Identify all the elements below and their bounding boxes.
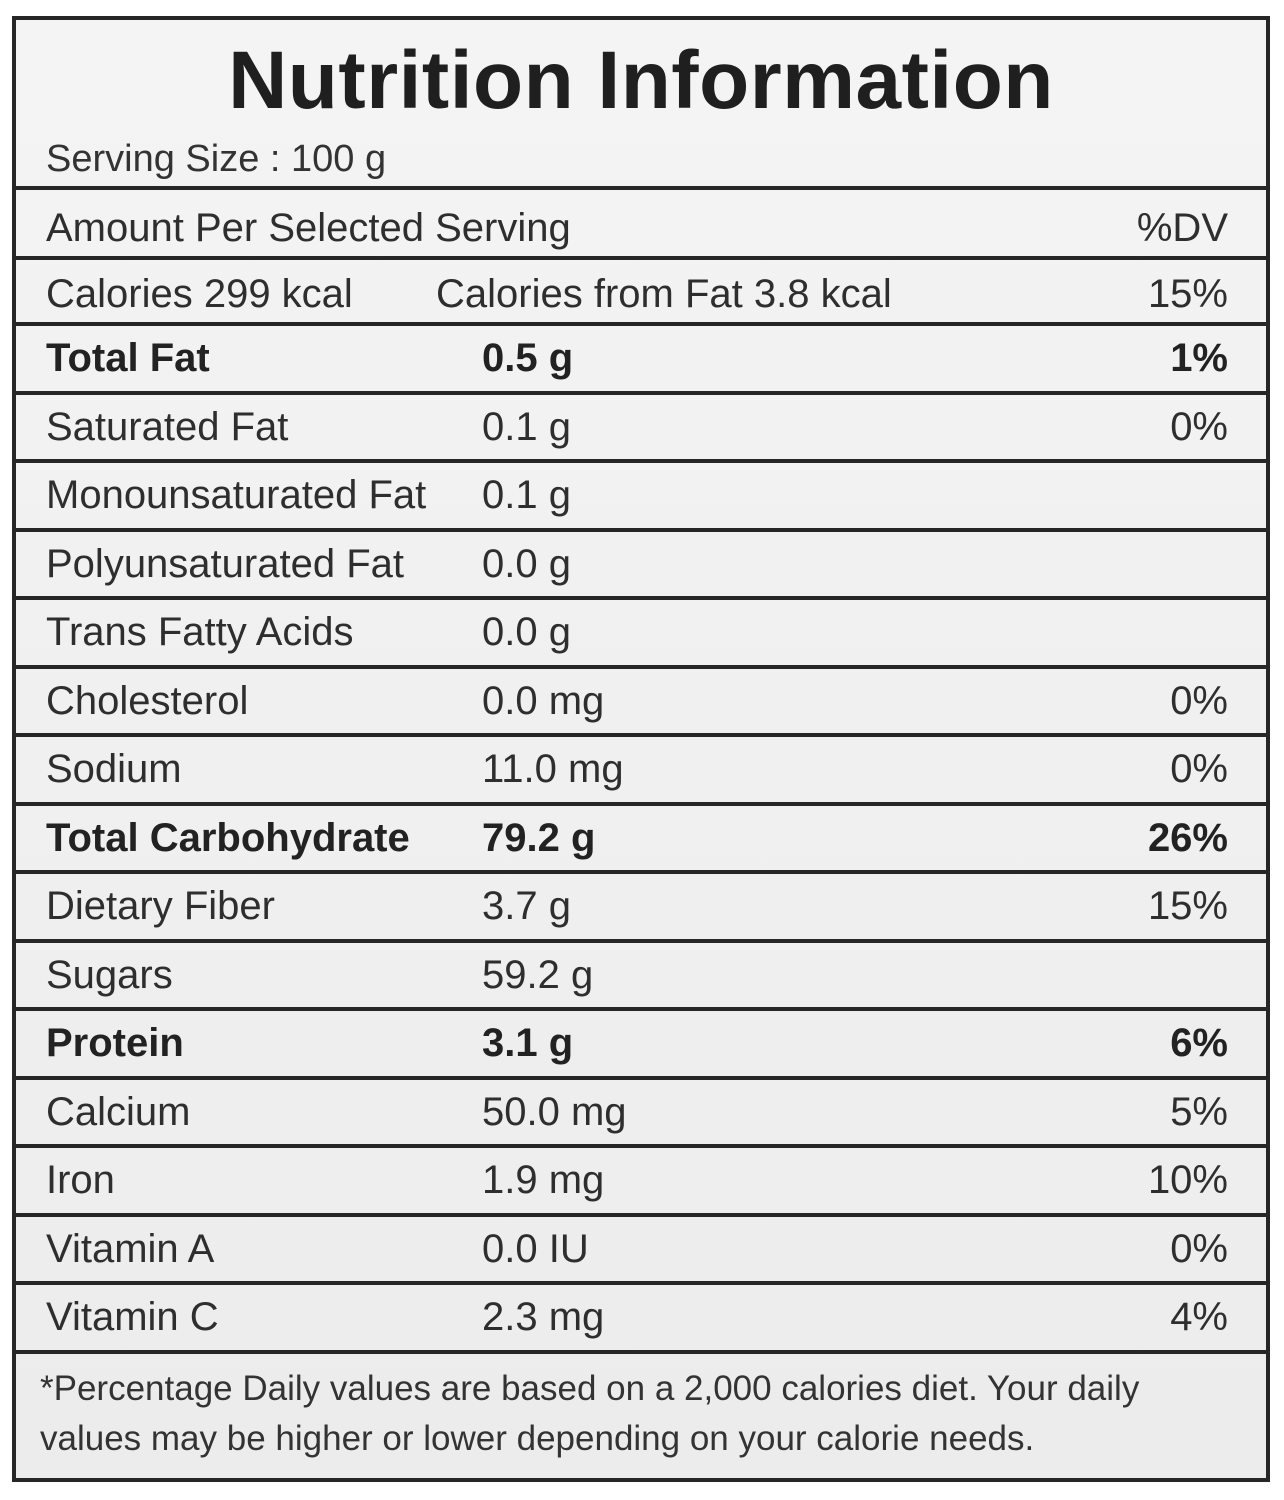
divider (16, 938, 1266, 943)
nutrient-dv: 1% (1170, 336, 1228, 380)
nutrient-name: Polyunsaturated Fat (46, 541, 404, 586)
nutrient-name: Trans Fatty Acids (46, 610, 354, 654)
nutrient-amount: 11.0 mg (482, 747, 624, 791)
nutrient-amount: 3.7 g (482, 884, 571, 928)
nutrient-amount: 0.1 g (482, 404, 571, 449)
nutrient-dv: 6% (1170, 1021, 1228, 1065)
divider (16, 1212, 1266, 1217)
nutrient-amount: 2.3 mg (482, 1295, 605, 1339)
calories-from-fat: Calories from Fat 3.8 kcal (436, 272, 892, 316)
nutrient-dv: 5% (1170, 1089, 1228, 1134)
nutrient-name: Protein (46, 1021, 184, 1065)
nutrient-dv: 10% (1147, 1158, 1228, 1202)
calories-dv: 15% (1147, 272, 1228, 316)
nutrient-dv: 15% (1147, 884, 1228, 928)
amount-per-serving-label: Amount Per Selected Serving (46, 206, 571, 250)
nutrient-dv: 0% (1170, 678, 1228, 723)
nutrient-amount: 3.1 g (482, 1021, 574, 1065)
divider (16, 1007, 1266, 1011)
nutrient-dv: 26% (1147, 815, 1228, 860)
divider (16, 1144, 1266, 1148)
nutrient-name: Sugars (46, 952, 173, 997)
divider (16, 870, 1266, 874)
nutrient-name: Saturated Fat (46, 404, 289, 449)
divider (16, 1281, 1266, 1285)
nutrient-amount: 1.9 mg (482, 1158, 605, 1202)
nutrient-name: Dietary Fiber (46, 884, 275, 928)
calories-label: Calories 299 kcal (46, 272, 353, 316)
nutrient-amount: 59.2 g (482, 952, 594, 997)
nutrient-name: Calcium (46, 1089, 191, 1134)
nutrient-name: Total Fat (46, 336, 210, 380)
footnote: *Percentage Daily values are based on a … (40, 1369, 1140, 1458)
dv-header: %DV (1136, 206, 1228, 250)
nutrient-name: Cholesterol (46, 678, 249, 723)
nutrient-amount: 50.0 mg (482, 1089, 627, 1134)
nutrient-name: Iron (46, 1158, 115, 1202)
nutrient-name: Monounsaturated Fat (46, 473, 427, 517)
divider (16, 664, 1266, 669)
nutrient-name: Vitamin A (46, 1226, 215, 1271)
nutrient-name: Vitamin C (46, 1295, 219, 1339)
divider (16, 390, 1266, 395)
nutrient-amount: 0.0 mg (482, 678, 605, 723)
divider (16, 527, 1266, 532)
nutrient-name: Sodium (46, 747, 182, 791)
nutrient-dv: 0% (1170, 404, 1228, 449)
divider (16, 322, 1266, 326)
nutrient-amount: 0.0 g (482, 610, 571, 654)
divider (16, 459, 1266, 463)
nutrient-name: Total Carbohydrate (46, 815, 410, 860)
nutrition-label: Nutrition Information Serving Size : 100… (12, 16, 1270, 1482)
divider (16, 733, 1266, 737)
nutrient-amount: 79.2 g (482, 815, 596, 860)
divider (16, 596, 1266, 600)
divider (16, 1075, 1266, 1080)
divider (16, 256, 1266, 260)
label-title: Nutrition Information (228, 35, 1054, 126)
nutrient-amount: 0.0 IU (482, 1226, 589, 1271)
nutrient-dv: 4% (1170, 1295, 1228, 1339)
nutrient-dv: 0% (1170, 1226, 1228, 1271)
divider (16, 801, 1266, 806)
nutrient-amount: 0.1 g (482, 473, 571, 517)
nutrient-dv: 0% (1170, 747, 1228, 791)
divider (16, 186, 1266, 190)
nutrient-amount: 0.0 g (482, 541, 571, 586)
nutrient-amount: 0.5 g (482, 336, 574, 380)
divider (16, 1350, 1266, 1354)
serving-size: Serving Size : 100 g (46, 138, 387, 180)
